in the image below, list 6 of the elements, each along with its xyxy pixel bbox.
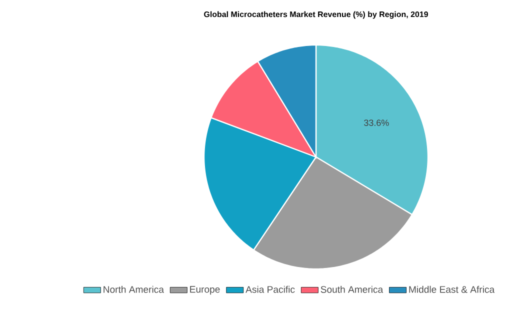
legend-label: Europe	[190, 286, 220, 295]
legend-label: South America	[320, 286, 384, 293]
legend-label: North America	[104, 286, 164, 293]
legend-label: Asia Pacific	[246, 286, 295, 293]
data-label: 33.6%	[364, 120, 389, 126]
legend-label: Middle East & Africa	[409, 286, 495, 293]
